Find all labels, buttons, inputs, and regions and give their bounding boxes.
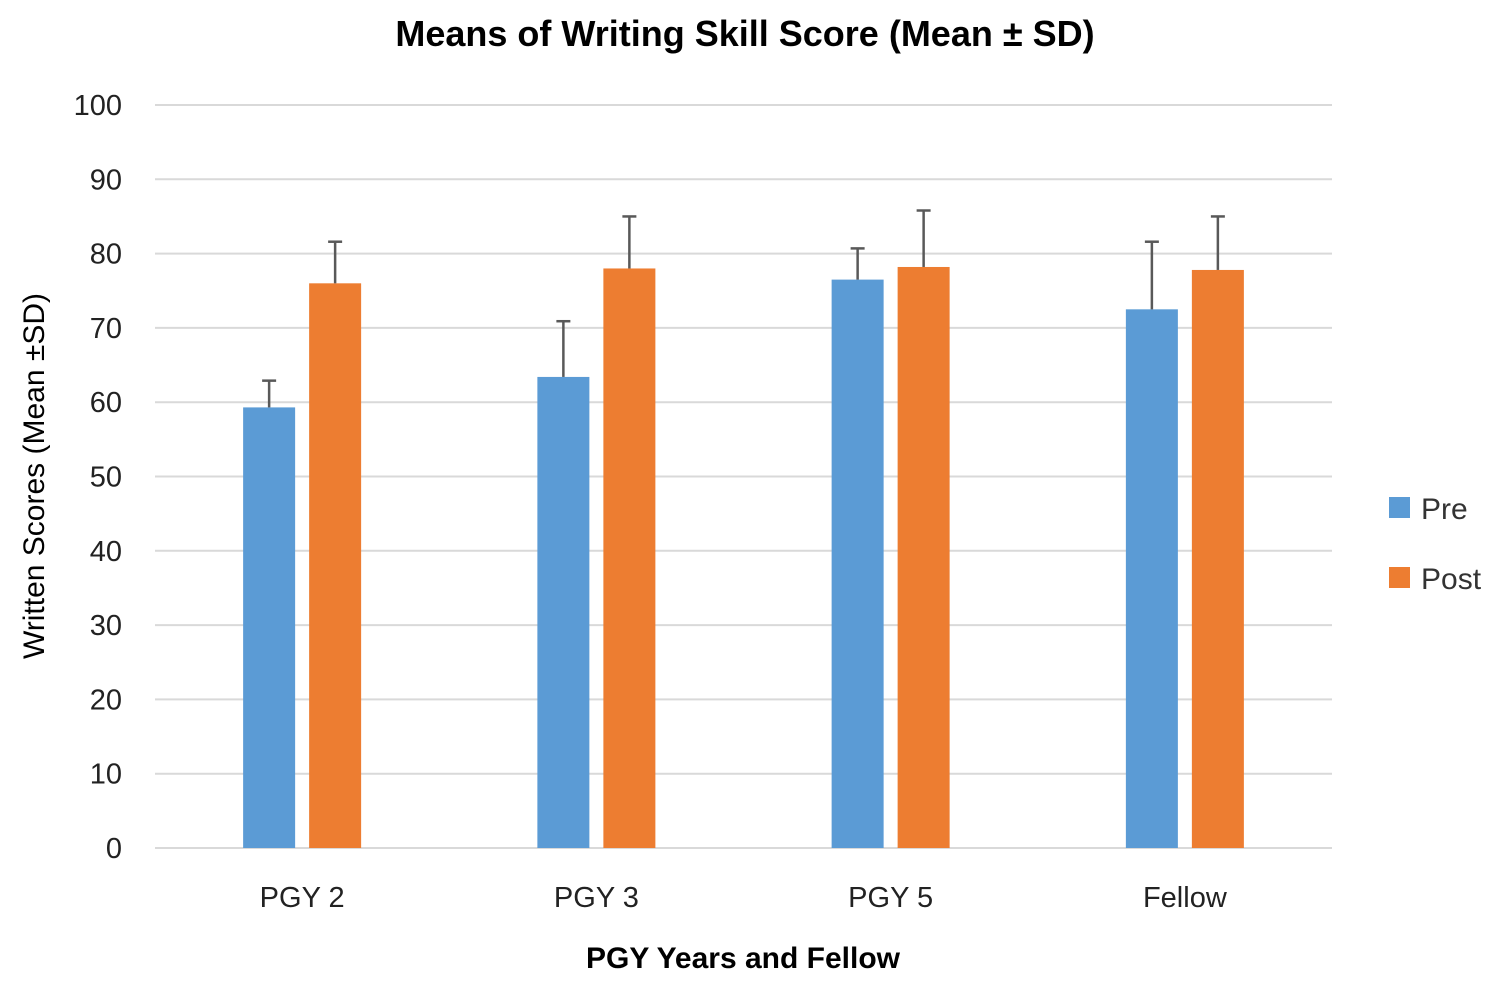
y-tick-label: 50 (90, 462, 122, 494)
error-bar-post-pgy-2 (328, 240, 343, 284)
x-axis-title: PGY Years and Fellow (586, 942, 901, 975)
legend-label: Post (1421, 563, 1482, 596)
legend-swatch (1389, 567, 1410, 588)
y-tick-label: 60 (90, 387, 122, 419)
error-bar-post-pgy-3 (622, 215, 637, 269)
chart-title: Means of Writing Skill Score (Mean ± SD) (395, 13, 1094, 54)
legend: Pre Post (1389, 493, 1482, 596)
error-bars (262, 209, 1225, 408)
bar-post-pgy-2 (309, 283, 362, 848)
y-tick-label: 90 (90, 164, 122, 196)
y-tick-label: 70 (90, 313, 122, 345)
bar-pre-pgy-3 (537, 376, 590, 848)
legend-swatch (1389, 497, 1410, 518)
error-bar-pre-pgy-2 (262, 379, 277, 408)
y-tick-label: 30 (90, 610, 122, 642)
y-tick-label: 100 (74, 90, 122, 122)
y-tick-label: 20 (90, 684, 122, 716)
error-bar-pre-pgy-3 (556, 319, 571, 377)
y-tick-label: 80 (90, 239, 122, 271)
x-tick-label: PGY 2 (260, 882, 345, 914)
x-tick-label: Fellow (1143, 882, 1228, 914)
error-bar-pre-pgy-5 (850, 247, 865, 280)
legend-item-post: Post (1389, 563, 1482, 596)
y-tick-label: 0 (106, 833, 122, 865)
y-tick-label: 10 (90, 759, 122, 791)
bar-pre-pgy-2 (243, 407, 296, 848)
bar-pre-pgy-5 (831, 279, 884, 849)
y-tick-label: 40 (90, 536, 122, 568)
x-tick-label: PGY 5 (848, 882, 933, 914)
legend-label: Pre (1421, 493, 1468, 526)
x-tick-label: PGY 3 (554, 882, 639, 914)
y-tick-labels: 0 10 20 30 40 50 60 70 80 90 100 (74, 90, 122, 865)
bar-pre-fellow (1125, 309, 1178, 848)
error-bar-post-pgy-5 (916, 209, 931, 267)
bars (243, 266, 1244, 849)
bar-post-fellow (1191, 269, 1244, 848)
error-bar-pre-fellow (1144, 240, 1159, 310)
bar-post-pgy-5 (897, 266, 950, 848)
legend-item-pre: Pre (1389, 493, 1468, 526)
y-axis-title: Written Scores (Mean ±SD) (18, 293, 51, 659)
error-bar-post-fellow (1210, 215, 1225, 270)
x-tick-labels: PGY 2 PGY 3 PGY 5 Fellow (260, 882, 1228, 914)
bar-post-pgy-3 (603, 268, 656, 849)
